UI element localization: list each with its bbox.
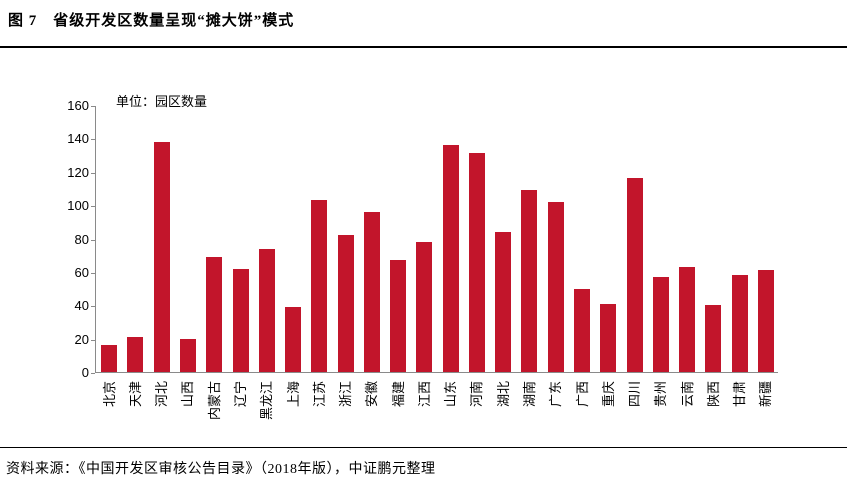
y-tick-label: 140	[67, 131, 89, 147]
x-tick-label: 湖南	[521, 381, 537, 408]
bar-陕西	[705, 305, 722, 372]
y-tick-label: 100	[67, 198, 89, 214]
x-tick-label: 江苏	[311, 381, 327, 408]
bar-云南	[679, 266, 696, 372]
bar-河南	[468, 153, 485, 372]
bar-贵州	[652, 276, 669, 372]
y-tick-label: 40	[74, 298, 89, 314]
x-tick-label: 山东	[443, 381, 459, 408]
x-tick-label: 江西	[416, 381, 432, 408]
bar-山西	[179, 338, 196, 372]
x-tick-label: 广西	[574, 381, 590, 408]
bar-辽宁	[232, 268, 249, 372]
figure-title: 图 7 省级开发区数量呈现“摊大饼”模式	[8, 13, 295, 29]
x-tick-label: 河南	[469, 381, 485, 408]
x-tick-label: 山西	[180, 381, 196, 408]
x-tick-label: 重庆	[600, 381, 616, 408]
x-tick-label: 云南	[679, 381, 695, 408]
bar-江苏	[311, 200, 328, 372]
y-tick-label: 80	[74, 231, 89, 247]
x-tick-label: 浙江	[338, 381, 354, 408]
x-tick-label: 辽宁	[233, 381, 248, 408]
title-divider-line	[0, 46, 847, 48]
bar-福建	[390, 260, 407, 372]
x-tick-label: 福建	[390, 381, 406, 408]
bar-天津	[127, 337, 144, 372]
bar-内蒙古	[206, 256, 223, 372]
bar-安徽	[363, 211, 380, 372]
bar-浙江	[337, 235, 354, 372]
x-tick-label: 四川	[627, 381, 642, 408]
bar-河北	[153, 141, 170, 372]
unit-label: 单位：园区数量	[116, 94, 208, 109]
y-tick-mark	[91, 273, 95, 274]
y-tick-label: 60	[74, 264, 89, 280]
bar-上海	[285, 306, 301, 372]
x-tick-label: 安徽	[364, 381, 380, 408]
x-tick-label: 广东	[548, 381, 564, 408]
y-tick-mark	[91, 106, 95, 107]
y-tick-label: 20	[74, 331, 89, 347]
bar-新疆	[757, 270, 774, 372]
bar-重庆	[600, 303, 617, 372]
x-tick-label: 内蒙古	[206, 381, 222, 421]
bar-chart-plot-area: 单位：园区数量 0 20 40 60 80 100 120 140 160 北京 天津 河北 山西 内蒙…	[67, 94, 778, 420]
bar-江西	[416, 241, 433, 372]
x-tick-label: 陕西	[705, 381, 721, 408]
x-tick-label: 甘肃	[732, 381, 748, 408]
bar-湖北	[495, 231, 512, 372]
x-tick-label: 天津	[127, 381, 143, 408]
bar-湖南	[521, 190, 538, 372]
x-tick-label: 黑龙江	[259, 381, 275, 421]
bar-广东	[547, 201, 564, 372]
y-tick-label: 0	[81, 365, 89, 380]
bar-黑龙江	[258, 248, 275, 372]
figure-source: 资料来源：《中国开发区审核公告目录》（2018年版），中证鹏元整理	[6, 462, 436, 477]
y-tick-mark	[91, 240, 95, 241]
bar-四川	[626, 178, 643, 372]
x-tick-label: 上海	[285, 381, 301, 408]
y-tick-label: 160	[67, 98, 89, 113]
x-tick-label: 河北	[154, 381, 170, 408]
source-divider-line	[0, 447, 847, 448]
y-tick-mark	[91, 206, 95, 207]
bar-甘肃	[731, 275, 748, 372]
x-tick-label: 湖北	[495, 381, 511, 408]
y-tick-mark	[91, 340, 95, 341]
y-tick-mark	[91, 139, 95, 140]
bar-北京	[101, 345, 118, 372]
y-tick-mark	[91, 306, 95, 307]
x-tick-label: 贵州	[653, 381, 669, 408]
x-tick-label: 新疆	[758, 381, 774, 408]
bar-广西	[574, 288, 590, 372]
x-tick-label: 北京	[101, 381, 117, 408]
y-tick-mark	[91, 373, 95, 374]
y-tick-mark	[91, 173, 95, 174]
bar-山东	[442, 145, 459, 372]
y-tick-label: 120	[67, 164, 89, 180]
